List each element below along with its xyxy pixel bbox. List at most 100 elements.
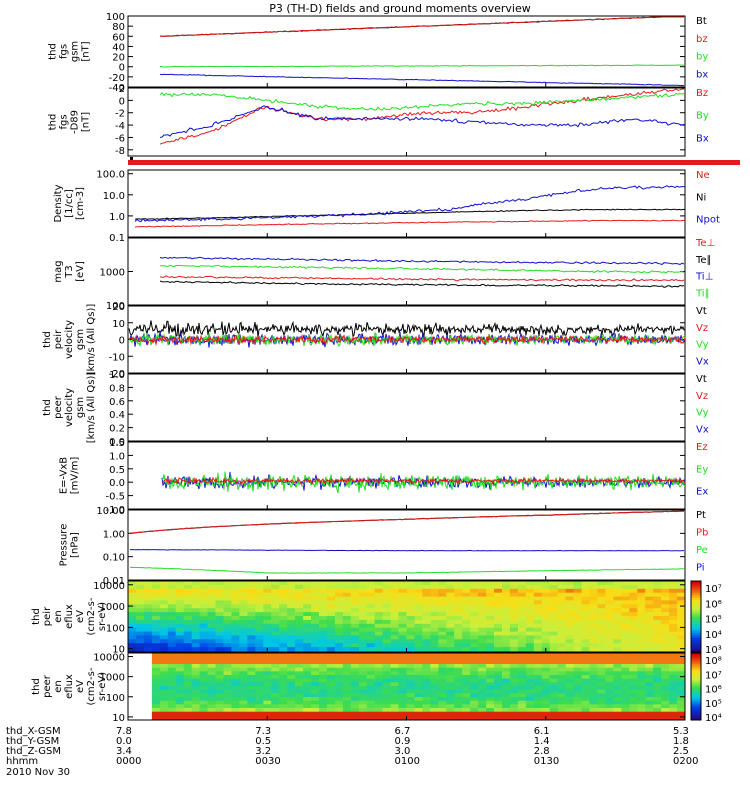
spectro-cell — [334, 616, 344, 621]
spectro-cell — [199, 678, 209, 683]
spectro-cell — [271, 704, 280, 709]
spectro-cell — [390, 647, 400, 652]
spectro-cell — [669, 697, 678, 702]
spectro-cell — [414, 584, 423, 590]
spectro-cell — [653, 704, 662, 709]
spectro-cell — [207, 686, 217, 691]
spectro-cell — [167, 693, 177, 698]
spectro-cell — [215, 643, 224, 648]
spectro-cell — [502, 675, 511, 680]
spectro-cell — [215, 588, 224, 594]
spectro-cell — [382, 604, 392, 609]
spectro-cell — [454, 653, 463, 658]
spectro-cell — [263, 656, 272, 661]
spectro-cell — [199, 671, 209, 676]
spectro-cell — [438, 700, 447, 705]
spectro-cell — [517, 711, 527, 716]
spectro-cell — [605, 675, 614, 680]
spectro-cell — [597, 675, 606, 680]
spectro-cell — [326, 700, 336, 705]
ylabel-line: Density — [53, 184, 64, 222]
spectro-cell — [374, 627, 384, 633]
spectro-cell — [398, 700, 407, 705]
spectro-cell — [175, 604, 185, 609]
series-Vz — [128, 333, 686, 347]
spectro-cell — [509, 678, 519, 683]
spectro-cell — [303, 678, 312, 683]
spectro-cell — [334, 643, 344, 648]
spectro-cell — [637, 596, 646, 601]
spectro-cell — [422, 693, 431, 698]
spectro-cell — [565, 612, 575, 617]
spectro-cell — [175, 686, 185, 691]
spectro-cell — [533, 697, 543, 702]
spectro-cell — [589, 647, 598, 652]
spectro-cell — [573, 708, 583, 713]
spectro-cell — [303, 667, 312, 672]
spectro-cell — [199, 604, 209, 609]
spectro-cell — [406, 627, 415, 633]
spectro-cell — [358, 704, 368, 709]
spectro-cell — [645, 667, 654, 672]
spectro-cell — [382, 667, 392, 672]
spectro-cell — [136, 643, 145, 648]
spectro-cell — [406, 693, 415, 698]
spectro-cell — [661, 604, 670, 609]
spectro-cell — [287, 623, 296, 629]
spectro-cell — [406, 604, 415, 609]
series-Pe — [129, 566, 685, 574]
spectro-cell — [446, 711, 455, 716]
spectro-cell — [621, 623, 630, 629]
spectro-cell — [669, 623, 678, 629]
spectro-cell — [597, 686, 606, 691]
spectro-cell — [661, 656, 670, 661]
spectro-cell — [231, 643, 240, 648]
spectro-cell — [159, 678, 169, 683]
spectro-cell — [374, 592, 384, 598]
spectro-cell — [486, 697, 495, 702]
spectro-cell — [159, 619, 169, 625]
spectro-cell — [502, 592, 511, 598]
spectro-cell — [517, 678, 527, 683]
spectro-cell — [486, 584, 495, 590]
spectro-cell — [255, 708, 264, 713]
series-Te⊥ — [159, 275, 685, 282]
colorbar-cell — [691, 614, 701, 617]
spectro-cell — [446, 635, 455, 640]
spectro-cell — [255, 647, 264, 652]
spectro-cell — [334, 604, 344, 609]
spectro-cell — [334, 608, 344, 613]
spectro-cell — [239, 686, 248, 691]
spectro-cell — [486, 639, 495, 644]
spectro-cell — [143, 623, 153, 629]
spectro-cell — [509, 697, 519, 702]
spectro-cell — [621, 689, 630, 694]
spectro-cell — [159, 584, 169, 590]
spectro-cell — [533, 653, 543, 658]
spectro-cell — [589, 697, 598, 702]
spectro-cell — [494, 639, 503, 644]
spectro-cell — [279, 700, 288, 705]
spectro-cell — [358, 697, 368, 702]
spectro-cell — [279, 623, 288, 629]
spectro-cell — [398, 715, 407, 720]
spectro-cell — [509, 608, 519, 613]
spectro-cell — [517, 635, 527, 640]
spectro-cell — [175, 682, 185, 687]
spectro-cell — [422, 635, 431, 640]
spectro-cell — [358, 584, 368, 590]
spectro-cell — [231, 693, 240, 698]
spectro-cell — [597, 588, 606, 594]
spectro-cell — [199, 639, 209, 644]
spectro-cell — [446, 700, 455, 705]
spectro-cell — [167, 647, 177, 652]
spectro-cell — [366, 660, 376, 665]
spectro-cell — [621, 700, 630, 705]
panel-6: thd peer velocity gsm [km/s (All Qs)] 1.00.80… — [42, 370, 709, 448]
spectro-cell — [486, 608, 495, 613]
colorbar-cell — [691, 708, 701, 712]
spectro-cell — [350, 675, 360, 680]
footer-value: 3.4 — [116, 746, 132, 757]
spectro-cell — [175, 631, 185, 636]
legend-Ti∥: Ti∥ — [695, 288, 710, 299]
